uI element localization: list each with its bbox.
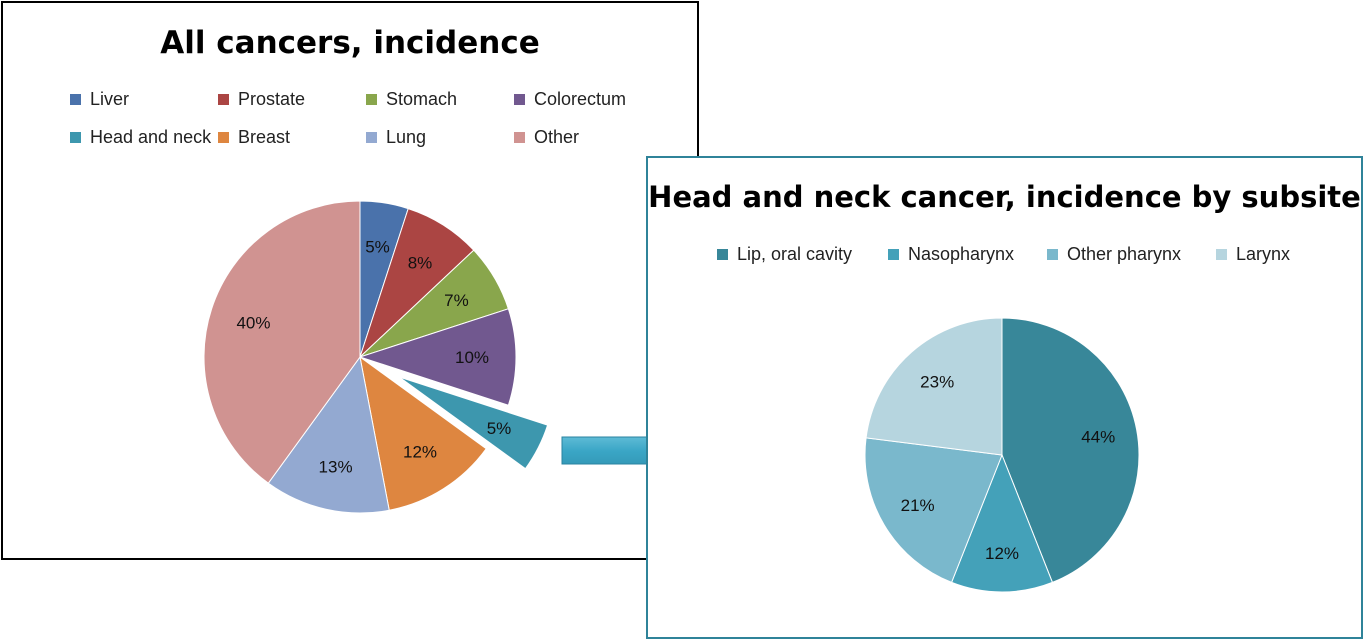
legend-swatch <box>717 249 728 260</box>
legend-label: Other pharynx <box>1067 244 1182 264</box>
legend-item-other: Other <box>514 127 579 148</box>
legend-swatch <box>218 132 229 143</box>
legend-swatch <box>1047 249 1058 260</box>
legend-swatch <box>514 94 525 105</box>
pie-slice-other-pharynx <box>864 437 1003 584</box>
legend-swatch <box>70 94 81 105</box>
legend-swatch <box>366 132 377 143</box>
slice-label-larynx: 23% <box>920 372 954 391</box>
legend-item-lung: Lung <box>366 127 426 148</box>
all-cancers-pie: 5% 8% 7% 10% 5% 12% 13% 40% <box>203 200 549 514</box>
slice-label-nasopharynx: 12% <box>985 544 1019 563</box>
legend-item-other-pharynx: Other pharynx <box>1047 244 1181 265</box>
pie-slice-colorectum <box>358 308 517 406</box>
slice-label-prostate: 8% <box>408 253 433 272</box>
legend-label: Stomach <box>386 89 458 109</box>
legend-item-liver: Liver <box>70 89 129 110</box>
slice-label-lung: 13% <box>319 457 353 476</box>
head-neck-chart-panel: Head and neck cancer, incidence by subsi… <box>646 156 1363 639</box>
legend-item-head-and-neck: Head and neck <box>70 127 211 148</box>
head-neck-chart-title: Head and neck cancer, incidence by subsi… <box>648 180 1361 214</box>
legend-item-prostate: Prostate <box>218 89 305 110</box>
legend-swatch <box>888 249 899 260</box>
pie-slice-other <box>203 200 361 484</box>
slice-label-breast: 12% <box>403 443 437 462</box>
slice-label-other-pharynx: 21% <box>901 496 935 515</box>
legend-label: Larynx <box>1236 244 1291 264</box>
legend-swatch <box>1216 249 1227 260</box>
pie-slice-larynx <box>865 317 1003 456</box>
legend-swatch <box>218 94 229 105</box>
legend-label: Liver <box>90 89 130 109</box>
legend-label: Head and neck <box>90 127 212 147</box>
legend-item-nasopharynx: Nasopharynx <box>888 244 1014 265</box>
slice-label-other: 40% <box>236 313 270 332</box>
pie-slice-lung <box>267 355 390 514</box>
legend-item-lip-oral-cavity: Lip, oral cavity <box>717 244 852 265</box>
head-neck-pie: 44% 12% 21% 23% <box>864 317 1140 593</box>
slice-label-lip-oral-cavity: 44% <box>1081 428 1115 447</box>
legend-item-larynx: Larynx <box>1216 244 1290 265</box>
legend-label: Lip, oral cavity <box>737 244 853 264</box>
legend-label: Nasopharynx <box>908 244 1015 264</box>
legend-label: Colorectum <box>534 89 627 109</box>
legend-label: Other <box>534 127 580 147</box>
legend-swatch <box>514 132 525 143</box>
slice-label-head-and-neck: 5% <box>487 419 512 438</box>
legend-label: Breast <box>238 127 291 147</box>
pie-slice-lip-oral-cavity <box>1001 317 1140 584</box>
slice-label-colorectum: 10% <box>455 348 489 367</box>
legend-label: Prostate <box>238 89 306 109</box>
pie-slice-nasopharynx <box>950 453 1054 593</box>
all-cancers-chart-title: All cancers, incidence <box>160 25 540 61</box>
legend-item-stomach: Stomach <box>366 89 457 110</box>
legend-item-colorectum: Colorectum <box>514 89 626 110</box>
legend-item-breast: Breast <box>218 127 290 148</box>
legend-swatch <box>366 94 377 105</box>
legend-label: Lung <box>386 127 427 147</box>
legend-swatch <box>70 132 81 143</box>
pie-slice-breast <box>359 355 487 511</box>
all-cancers-chart-panel: All cancers, incidence Liver Prostate Stom… <box>1 1 699 560</box>
slice-label-stomach: 7% <box>444 291 469 310</box>
pie-slice-head-and-neck <box>398 376 549 470</box>
slice-label-liver: 5% <box>365 237 390 256</box>
